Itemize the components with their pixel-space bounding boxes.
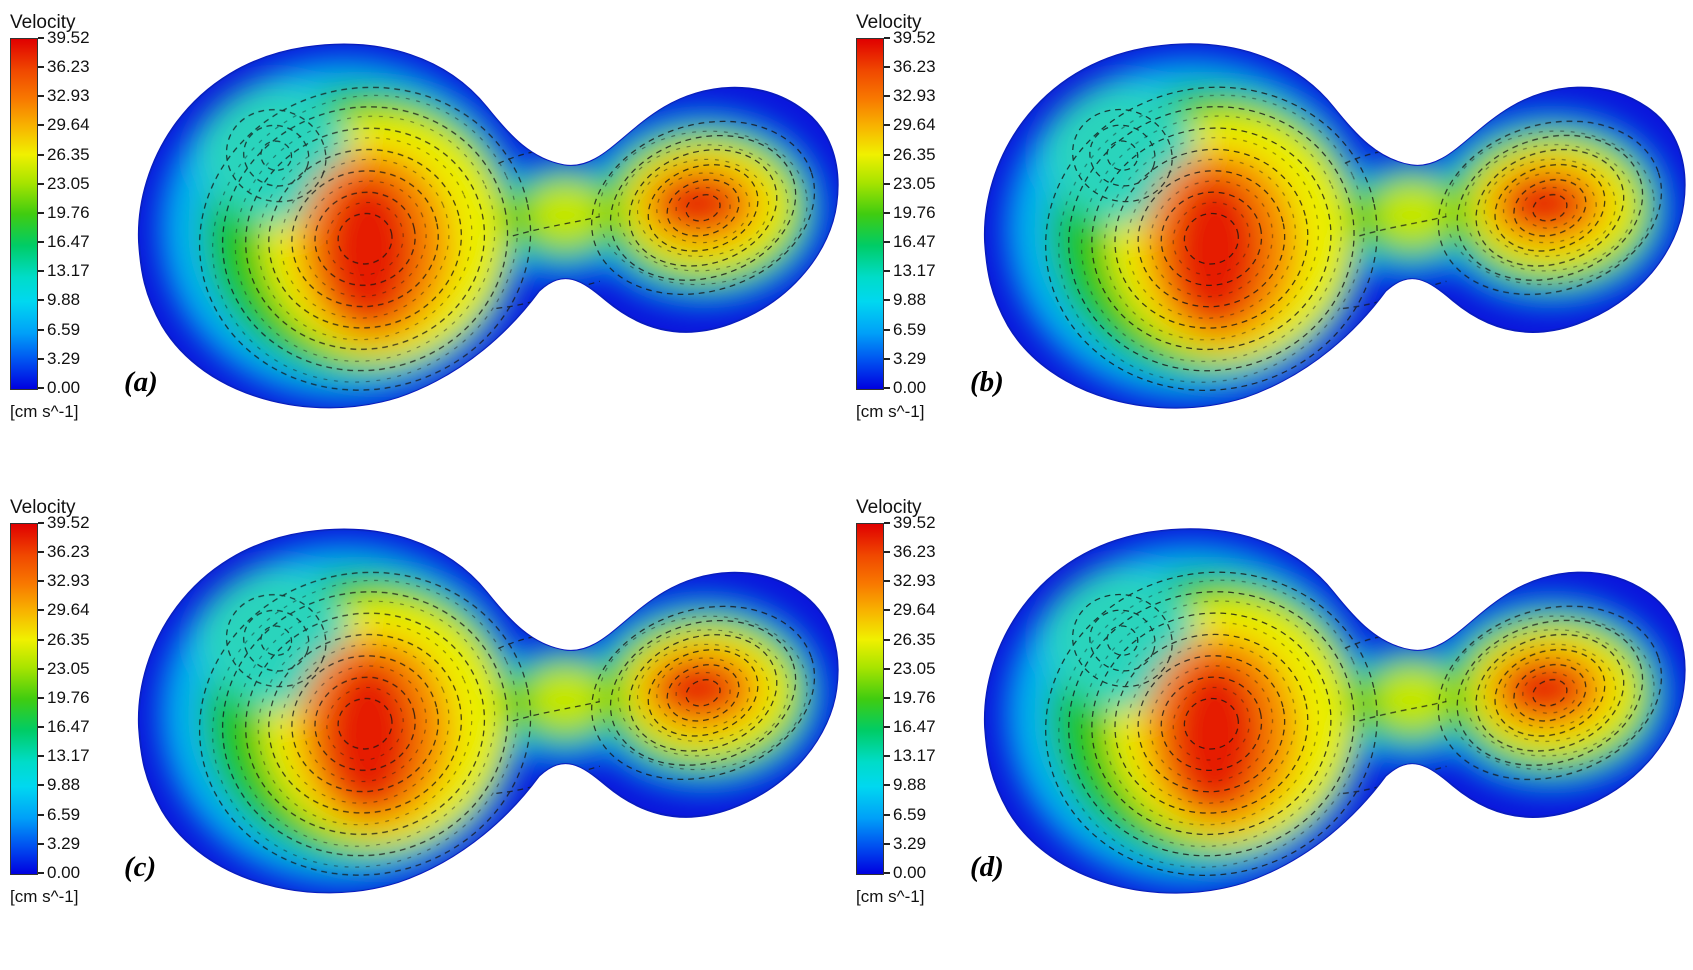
panel-c: Velocity 39.52 36.23 32.93 29.64 26.35 2…	[0, 485, 846, 970]
colorbar-legend: Velocity 39.52 36.23 32.93 29.64 26.35 2…	[846, 491, 958, 970]
colorbar-body: 39.52 36.23 32.93 29.64 26.35 23.05 19.7…	[856, 513, 958, 882]
panel-label: (a)	[124, 366, 158, 398]
colorbar-ticks: 39.52 36.23 32.93 29.64 26.35 23.05 19.7…	[893, 28, 936, 397]
colorbar-gradient	[10, 38, 38, 390]
colorbar-body: 39.52 36.23 32.93 29.64 26.35 23.05 19.7…	[856, 28, 958, 397]
panel-b: Velocity 39.52 36.23 32.93 29.64 26.35 2…	[846, 0, 1693, 485]
colorbar-body: 39.52 36.23 32.93 29.64 26.35 23.05 19.7…	[10, 28, 112, 397]
colorbar-units: [cm s^-1]	[856, 402, 925, 421]
colorbar-gradient	[856, 523, 884, 875]
colorbar-gradient	[10, 523, 38, 875]
colorbar-legend: Velocity 39.52 36.23 32.93 29.64 26.35 2…	[0, 6, 112, 485]
colorbar-ticks: 39.52 36.23 32.93 29.64 26.35 23.05 19.7…	[47, 513, 90, 882]
panel-label: (b)	[970, 366, 1004, 398]
colorbar-legend: Velocity 39.52 36.23 32.93 29.64 26.35 2…	[0, 491, 112, 970]
colorbar-units: [cm s^-1]	[10, 402, 79, 421]
colorbar-body: 39.52 36.23 32.93 29.64 26.35 23.05 19.7…	[10, 513, 112, 882]
panel-a: Velocity 39.52 36.23 32.93 29.64 26.35 2…	[0, 0, 846, 485]
velocity-contour-plot	[958, 491, 1693, 970]
plot-area: (a)	[112, 6, 846, 485]
velocity-contour-plot	[112, 6, 846, 485]
colorbar-gradient	[856, 38, 884, 390]
panel-label: (d)	[970, 851, 1004, 883]
velocity-contour-plot	[112, 491, 846, 970]
plot-area: (d)	[958, 491, 1693, 970]
plot-area: (c)	[112, 491, 846, 970]
colorbar-units: [cm s^-1]	[10, 887, 79, 906]
panel-d: Velocity 39.52 36.23 32.93 29.64 26.35 2…	[846, 485, 1693, 970]
colorbar-ticks: 39.52 36.23 32.93 29.64 26.35 23.05 19.7…	[47, 28, 90, 397]
velocity-contour-plot	[958, 6, 1693, 485]
panel-label: (c)	[124, 851, 157, 883]
colorbar-legend: Velocity 39.52 36.23 32.93 29.64 26.35 2…	[846, 6, 958, 485]
plot-area: (b)	[958, 6, 1693, 485]
colorbar-ticks: 39.52 36.23 32.93 29.64 26.35 23.05 19.7…	[893, 513, 936, 882]
colorbar-units: [cm s^-1]	[856, 887, 925, 906]
